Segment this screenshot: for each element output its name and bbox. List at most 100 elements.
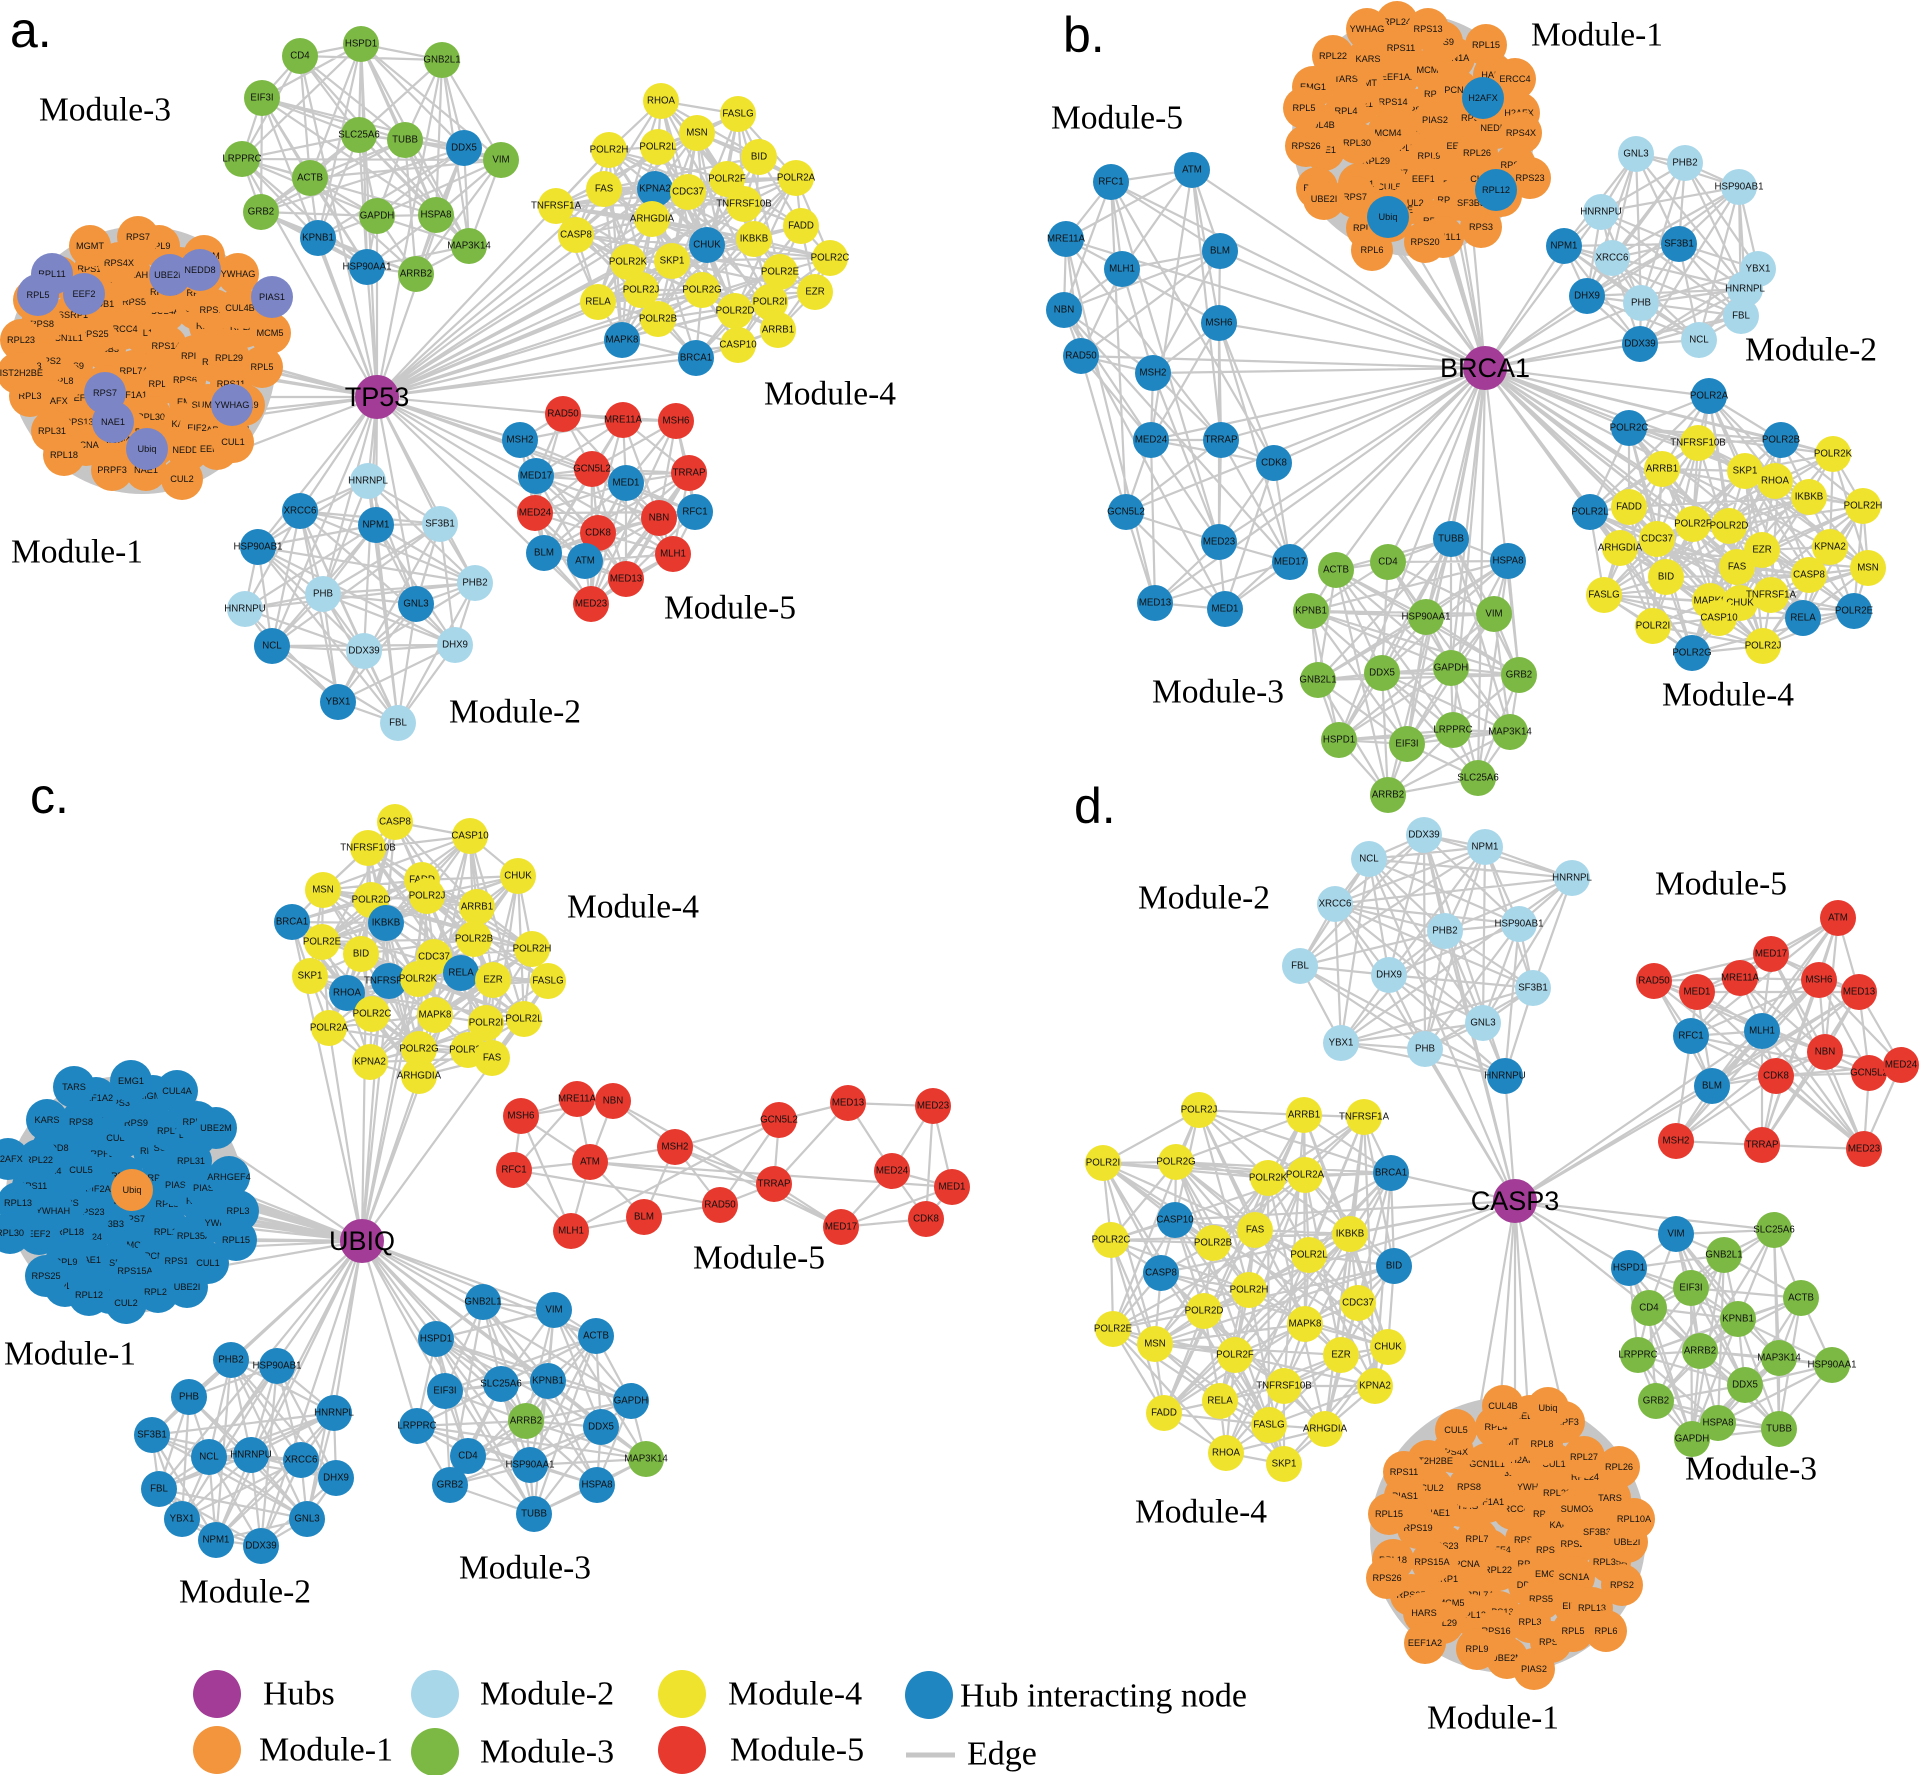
svg-text:HSPA8: HSPA8	[420, 210, 451, 221]
svg-text:KARS: KARS	[1355, 54, 1380, 64]
svg-text:EMG1: EMG1	[1535, 1569, 1561, 1579]
svg-text:H2AFX: H2AFX	[1468, 93, 1498, 103]
svg-text:TRRAP: TRRAP	[758, 1179, 791, 1190]
svg-text:KPNA2: KPNA2	[1359, 1381, 1391, 1392]
svg-text:CUL1: CUL1	[196, 1258, 220, 1268]
svg-text:IKBKB: IKBKB	[740, 234, 769, 245]
svg-text:FASLG: FASLG	[1588, 590, 1619, 601]
svg-text:NBN: NBN	[649, 513, 669, 524]
svg-text:NCL: NCL	[1359, 854, 1379, 865]
svg-text:TNFRSF1A: TNFRSF1A	[1339, 1112, 1390, 1123]
svg-text:MLH1: MLH1	[1749, 1026, 1775, 1037]
svg-text:FADD: FADD	[1616, 502, 1642, 513]
svg-text:EIF3I: EIF3I	[433, 1386, 456, 1397]
svg-text:BRCA1: BRCA1	[276, 917, 308, 928]
svg-text:CASP10: CASP10	[719, 340, 757, 351]
svg-text:POLR2B: POLR2B	[455, 934, 493, 945]
svg-text:MSN: MSN	[312, 885, 334, 896]
svg-text:POLR2D: POLR2D	[716, 306, 755, 317]
svg-text:SUMO3: SUMO3	[1561, 1504, 1594, 1514]
svg-text:RPS9: RPS9	[124, 1118, 148, 1128]
svg-text:HARS: HARS	[1481, 70, 1507, 80]
svg-text:HSP90AB1: HSP90AB1	[233, 542, 282, 553]
svg-text:CDC37: CDC37	[1342, 1298, 1374, 1309]
svg-text:RPL29: RPL29	[1429, 1618, 1457, 1628]
svg-text:SLC25A6: SLC25A6	[1753, 1225, 1794, 1236]
svg-text:SKP1: SKP1	[1733, 466, 1758, 477]
svg-text:RPL35A: RPL35A	[177, 1231, 212, 1241]
svg-text:RPS4X: RPS4X	[1438, 1447, 1468, 1457]
svg-text:POLR2H: POLR2H	[1844, 501, 1883, 512]
svg-text:FBL: FBL	[1732, 311, 1750, 322]
svg-text:Module-4: Module-4	[1135, 1494, 1267, 1531]
svg-text:RPS13: RPS13	[1413, 24, 1442, 34]
svg-text:LRPPRC: LRPPRC	[1618, 1350, 1657, 1361]
svg-text:RPS25: RPS25	[1396, 1590, 1425, 1600]
svg-text:Module-4: Module-4	[567, 889, 699, 926]
svg-text:TNFRSF1A: TNFRSF1A	[364, 976, 415, 987]
svg-text:YWHAH: YWHAH	[36, 1206, 70, 1216]
svg-text:CDC37: CDC37	[672, 187, 704, 198]
svg-text:RPL4: RPL4	[1335, 106, 1358, 116]
svg-text:NEDD8: NEDD8	[172, 445, 203, 455]
svg-text:PIAS1: PIAS1	[259, 292, 285, 302]
svg-text:HSP90AA1: HSP90AA1	[1401, 612, 1450, 623]
svg-text:MSN: MSN	[1144, 1339, 1166, 1350]
svg-text:RPS4X: RPS4X	[1506, 128, 1536, 138]
svg-text:GCN5L2: GCN5L2	[1850, 1068, 1888, 1079]
svg-text:MLH1: MLH1	[1109, 264, 1135, 275]
svg-text:ARRB1: ARRB1	[1646, 464, 1678, 475]
svg-text:SLC25A6: SLC25A6	[338, 130, 379, 141]
svg-text:RPS6: RPS6	[1461, 113, 1485, 123]
svg-text:RHOA: RHOA	[647, 96, 676, 107]
svg-text:MSH6: MSH6	[1806, 975, 1833, 986]
svg-text:KPNA2: KPNA2	[639, 184, 671, 195]
svg-text:POLR2A: POLR2A	[1286, 1170, 1325, 1181]
svg-text:POLR2J: POLR2J	[409, 891, 446, 902]
svg-text:HSPD1: HSPD1	[1323, 735, 1355, 746]
svg-text:HSP90AB1: HSP90AB1	[1714, 182, 1763, 193]
svg-text:CUL5: CUL5	[1444, 1425, 1468, 1435]
svg-text:MAPK8: MAPK8	[419, 1010, 452, 1021]
svg-text:CASP8: CASP8	[379, 817, 411, 828]
svg-text:GNB2L1: GNB2L1	[423, 55, 460, 66]
svg-text:MED17: MED17	[1274, 557, 1306, 568]
svg-text:EEF1A1: EEF1A1	[1470, 1497, 1504, 1507]
svg-text:RPL5: RPL5	[27, 290, 50, 300]
svg-text:CUL2: CUL2	[1420, 1483, 1444, 1493]
svg-text:YWHAG: YWHAG	[221, 269, 256, 279]
svg-text:Module-3: Module-3	[480, 1734, 614, 1771]
svg-text:YBX1: YBX1	[170, 1514, 195, 1525]
svg-text:SKP1: SKP1	[660, 256, 685, 267]
svg-text:HSPA8: HSPA8	[581, 1480, 612, 1491]
svg-text:Module-3: Module-3	[1152, 674, 1284, 711]
svg-text:CUL4B: CUL4B	[225, 303, 255, 313]
svg-text:RPL23: RPL23	[7, 335, 35, 345]
svg-text:GNL3: GNL3	[294, 1514, 319, 1525]
svg-text:CHUK: CHUK	[693, 240, 721, 251]
svg-text:CHUK: CHUK	[1726, 598, 1754, 609]
svg-text:TRRAP: TRRAP	[1205, 435, 1238, 446]
svg-text:RPL23: RPL23	[1543, 1488, 1571, 1498]
svg-text:UBE2I: UBE2I	[1614, 1537, 1641, 1547]
svg-text:MAPK8: MAPK8	[1289, 1319, 1322, 1330]
svg-text:GRB2: GRB2	[437, 1480, 463, 1491]
svg-text:RPS2: RPS2	[1610, 1580, 1634, 1590]
svg-text:RPL12: RPL12	[1458, 1610, 1486, 1620]
svg-text:MED24: MED24	[1135, 435, 1168, 446]
svg-text:RPS11: RPS11	[1390, 1467, 1418, 1477]
svg-text:PRPF3: PRPF3	[97, 465, 127, 475]
svg-text:RPL13: RPL13	[4, 1198, 32, 1208]
svg-text:FASLG: FASLG	[532, 976, 563, 987]
svg-text:YBX1: YBX1	[1329, 1038, 1354, 1049]
svg-text:YBX1: YBX1	[1746, 264, 1771, 275]
svg-text:BID: BID	[353, 949, 369, 960]
svg-text:NPM1: NPM1	[203, 1535, 230, 1546]
svg-text:EEF1A1: EEF1A1	[1412, 174, 1446, 184]
svg-text:FBL: FBL	[150, 1484, 168, 1495]
svg-text:RPL9: RPL9	[55, 1257, 78, 1267]
svg-text:Ubiq: Ubiq	[1379, 212, 1398, 222]
svg-text:SCN1A: SCN1A	[1559, 1572, 1591, 1582]
svg-text:CUL5: CUL5	[1377, 182, 1401, 192]
svg-text:Module-1: Module-1	[4, 1336, 136, 1373]
